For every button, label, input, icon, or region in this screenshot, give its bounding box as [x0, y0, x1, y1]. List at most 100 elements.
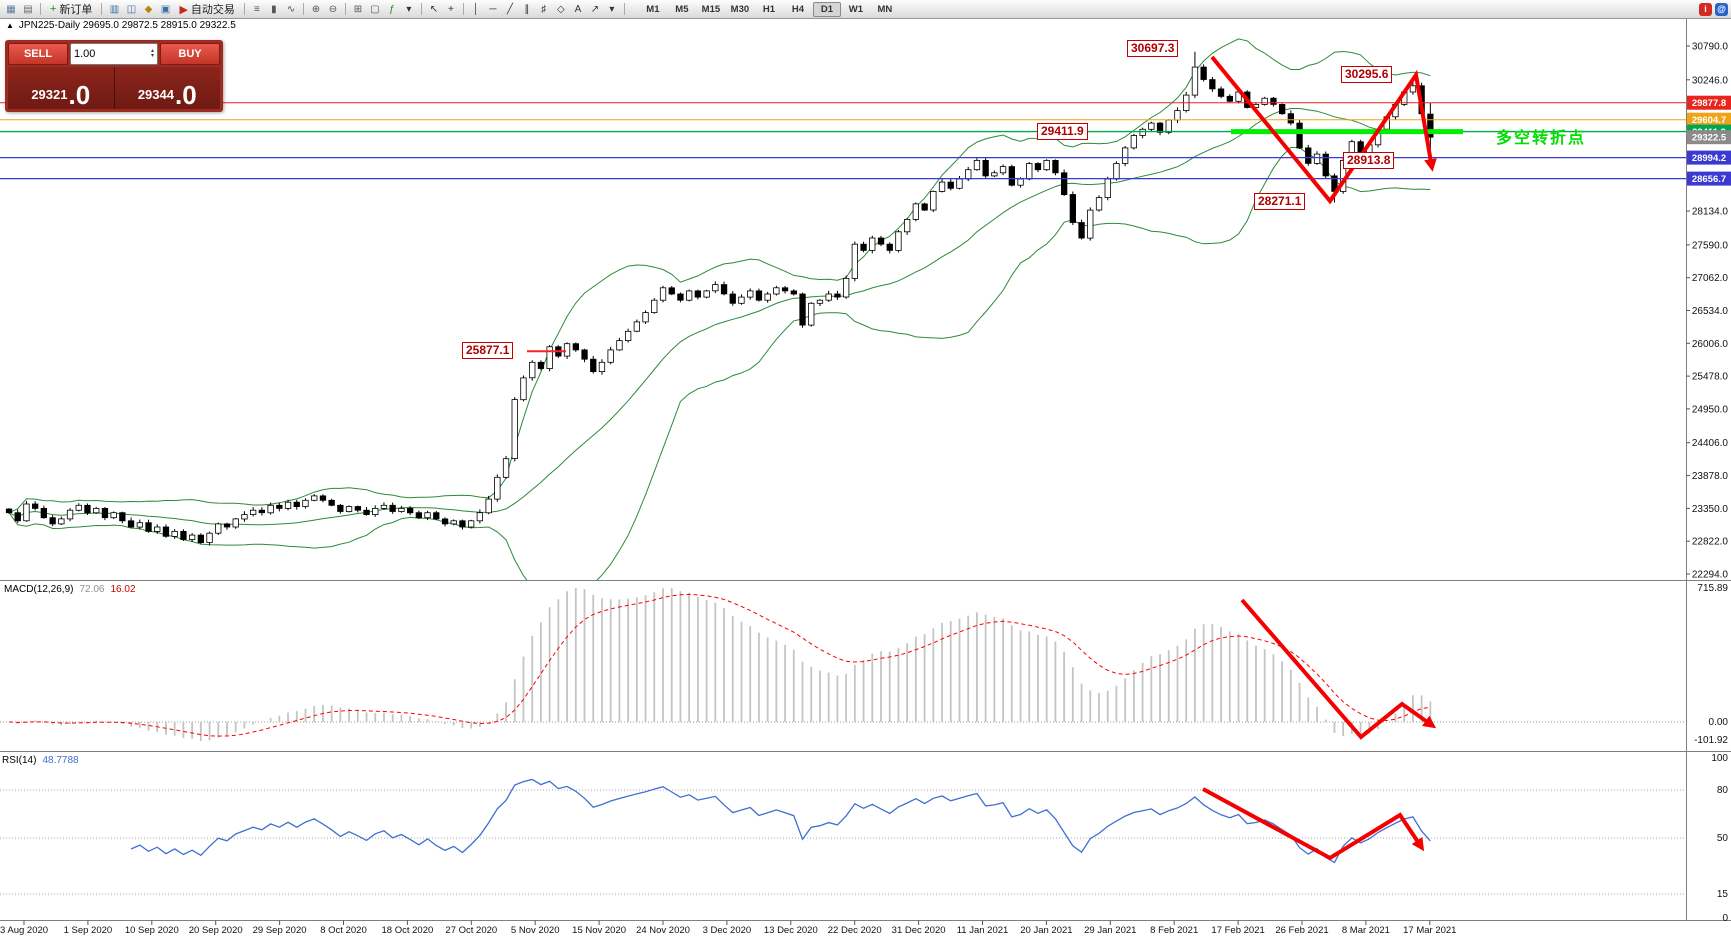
macd-histogram — [16, 588, 1432, 742]
objects-dropdown-icon[interactable]: ▾ — [604, 2, 620, 16]
chart-profiles-icon-glyph: ▤ — [23, 3, 33, 15]
price-annotation[interactable]: 30295.6 — [1341, 66, 1393, 83]
svg-text:17 Mar 2021: 17 Mar 2021 — [1403, 925, 1456, 936]
turning-point-note[interactable]: 多空转折点 — [1496, 130, 1587, 147]
zoom-out-icon[interactable]: ⊖ — [325, 2, 341, 16]
indicators-icon-glyph: ƒ — [389, 3, 395, 15]
autotrading-button[interactable]: ▶ 自动交易 — [174, 2, 239, 17]
price-annotation[interactable]: 30697.3 — [1127, 40, 1179, 57]
price-annotation[interactable]: 28271.1 — [1254, 193, 1306, 210]
price-tag-29604.7: 29604.7 — [1687, 112, 1731, 127]
time-axis[interactable]: 3 Aug 2020 1 Sep 2020 10 Sep 2020 20 Sep 20… — [0, 920, 1456, 937]
bar-chart-icon-glyph: ≡ — [253, 3, 260, 15]
navigator-icon-glyph: ◆ — [144, 3, 153, 15]
toolbar-separator — [101, 3, 103, 15]
crosshair-icon[interactable]: + — [443, 2, 459, 16]
vertical-line-icon[interactable]: │ — [468, 2, 484, 16]
svg-text:26 Feb 2021: 26 Feb 2021 — [1275, 925, 1328, 936]
spin-up-icon[interactable]: ▴ — [150, 48, 154, 54]
trend-arrow-macd[interactable] — [1240, 598, 1437, 740]
indicators-icon[interactable]: ƒ — [384, 2, 400, 16]
buy-button[interactable]: BUY — [160, 43, 220, 65]
toolbar-separator — [344, 3, 346, 15]
price-annotation[interactable]: 28913.8 — [1343, 152, 1395, 169]
new-order-button[interactable]: + 新订单 — [45, 2, 97, 17]
volume-value: 1.00 — [74, 48, 96, 60]
data-window-icon-glyph: ◫ — [126, 3, 137, 15]
svg-text:22822.0: 22822.0 — [1692, 537, 1729, 548]
alert-badge-icon[interactable]: i — [1699, 2, 1712, 16]
fibonacci-icon[interactable]: ♯ — [536, 2, 552, 16]
sell-button[interactable]: SELL — [8, 43, 68, 65]
price-annotation[interactable]: 29411.9 — [1037, 123, 1088, 140]
volume-input[interactable]: 1.00 ▴ ▾ — [70, 43, 158, 65]
candlestick-chart-icon[interactable]: ▮ — [266, 2, 282, 16]
line-chart-icon[interactable]: ∿ — [283, 2, 299, 16]
svg-text:3 Aug 2020: 3 Aug 2020 — [0, 925, 48, 936]
tile-windows-icon[interactable]: ⊞ — [350, 2, 366, 16]
horizontal-line-icon[interactable]: ─ — [485, 2, 501, 16]
equidistant-channel-icon[interactable]: ∥ — [519, 2, 535, 16]
svg-text:8 Feb 2021: 8 Feb 2021 — [1150, 925, 1198, 936]
svg-text:15: 15 — [1717, 889, 1729, 900]
svg-text:1 Sep 2020: 1 Sep 2020 — [64, 925, 113, 936]
svg-text:5 Nov 2020: 5 Nov 2020 — [511, 925, 560, 936]
timeframe-w1[interactable]: W1 — [848, 3, 864, 15]
chart-profiles-icon[interactable]: ▤ — [20, 2, 36, 16]
spin-down-icon[interactable]: ▾ — [150, 53, 154, 59]
arrow-objects-icon-glyph: ↗ — [590, 3, 600, 15]
volume-spinner[interactable]: ▴ ▾ — [150, 48, 154, 59]
rsi-indicator-label: RSI(14) 48.7788 — [2, 755, 79, 766]
new-order-button-glyph: + — [50, 3, 57, 15]
cursor-icon-glyph: ↖ — [429, 3, 439, 15]
svg-text:100: 100 — [1711, 753, 1728, 764]
timeframe-m15[interactable]: M15 — [701, 3, 721, 15]
text-label-icon[interactable]: A — [570, 2, 586, 16]
svg-text:17 Feb 2021: 17 Feb 2021 — [1211, 925, 1264, 936]
macd-pane[interactable] — [0, 588, 1686, 742]
indicators-dropdown-icon[interactable]: ▾ — [401, 2, 417, 16]
price-scale[interactable]: 30790.0 30246.0 28134.0 27590.0 27062.0 26534… — [1686, 42, 1731, 581]
timeframe-h1[interactable]: H1 — [762, 3, 775, 15]
macd-indicator-label: MACD(12,26,9) 72.06 16.02 — [4, 584, 136, 595]
trendline-icon-glyph: ╱ — [506, 3, 513, 15]
inbox-badge-icon[interactable]: @ — [1715, 2, 1728, 16]
sell-price[interactable]: 29321 .0 — [8, 67, 115, 109]
rsi-pane[interactable] — [0, 778, 1686, 895]
svg-text:-101.92: -101.92 — [1694, 735, 1728, 746]
cascade-windows-icon[interactable]: ▢ — [367, 2, 383, 16]
timeframe-d1[interactable]: D1 — [812, 1, 841, 17]
svg-text:18 Oct 2020: 18 Oct 2020 — [382, 925, 434, 936]
navigator-icon[interactable]: ◆ — [140, 2, 156, 16]
svg-text:20 Sep 2020: 20 Sep 2020 — [189, 925, 243, 936]
zoom-out-icon-glyph: ⊖ — [328, 3, 338, 15]
timeframe-mn[interactable]: MN — [877, 3, 893, 15]
trend-arrow-rsi[interactable] — [1202, 787, 1425, 861]
one-click-collapse-icon[interactable]: ▲ — [6, 21, 14, 30]
bar-chart-icon[interactable]: ≡ — [249, 2, 265, 16]
timeframe-m1[interactable]: M1 — [646, 3, 660, 15]
svg-text:715.89: 715.89 — [1697, 583, 1728, 594]
market-watch-icon[interactable]: ▥ — [106, 2, 122, 16]
charts-grid-icon[interactable]: ▦ — [3, 2, 19, 16]
cursor-icon[interactable]: ↖ — [426, 2, 442, 16]
trendline-icon[interactable]: ╱ — [502, 2, 518, 16]
timeframe-m5[interactable]: M5 — [675, 3, 689, 15]
svg-text:13 Dec 2020: 13 Dec 2020 — [764, 925, 818, 936]
trend-arrow-main[interactable] — [1210, 55, 1437, 205]
shapes-icon[interactable]: ◇ — [553, 2, 569, 16]
terminal-icon[interactable]: ▣ — [157, 2, 173, 16]
buy-price[interactable]: 29344 .0 — [114, 67, 220, 109]
shapes-icon-glyph: ◇ — [557, 3, 565, 15]
svg-text:20 Jan 2021: 20 Jan 2021 — [1020, 925, 1072, 936]
data-window-icon[interactable]: ◫ — [123, 2, 139, 16]
timeframe-h4[interactable]: H4 — [791, 3, 804, 15]
toolbar-right-icons: i @ — [1699, 2, 1728, 16]
zoom-in-icon[interactable]: ⊕ — [308, 2, 324, 16]
timeframe-m30[interactable]: M30 — [730, 3, 750, 15]
arrow-objects-icon[interactable]: ↗ — [587, 2, 603, 16]
price-pane[interactable] — [0, 38, 1686, 600]
price-annotation[interactable]: 25877.1 — [462, 342, 514, 359]
price-tag-28656.7: 28656.7 — [1687, 171, 1731, 186]
